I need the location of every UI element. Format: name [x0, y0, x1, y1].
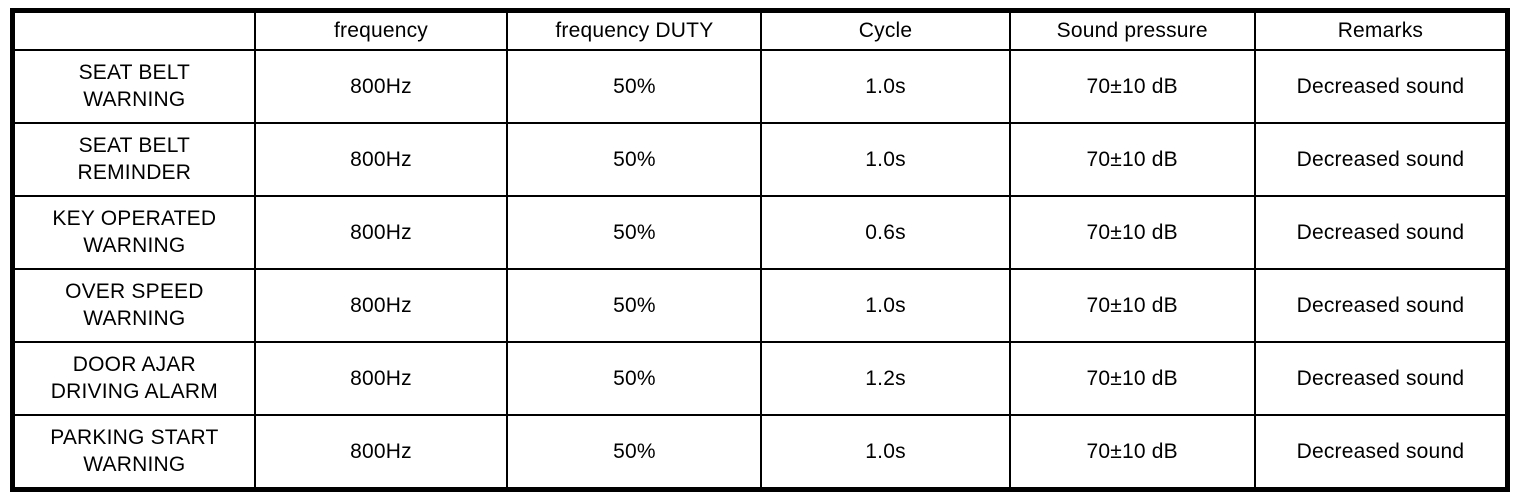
cycle-cell: 1.0s	[760, 122, 1011, 197]
header-row: frequency frequency DUTY Cycle Sound pre…	[11, 9, 1509, 51]
remarks-cell: Decreased sound	[1253, 268, 1509, 343]
sound-pressure-cell: 70±10 dB	[1008, 414, 1256, 491]
cycle-cell: 1.0s	[760, 268, 1011, 343]
frequency-cell: 800Hz	[253, 195, 509, 270]
duty-cell: 50%	[506, 268, 763, 343]
col-header-item	[11, 9, 256, 51]
sound-pressure-cell: 70±10 dB	[1008, 122, 1256, 197]
duty-cell: 50%	[506, 414, 763, 491]
row-label: PARKING START WARNING	[11, 414, 256, 491]
remarks-cell: Decreased sound	[1253, 122, 1509, 197]
duty-cell: 50%	[506, 195, 763, 270]
duty-cell: 50%	[506, 341, 763, 416]
col-header-frequency: frequency	[253, 9, 509, 51]
table-row-door-ajar-driving-alarm: DOOR AJAR DRIVING ALARM 800Hz 50% 1.2s 7…	[11, 341, 1509, 416]
sound-pressure-cell: 70±10 dB	[1008, 341, 1256, 416]
remarks-cell: Decreased sound	[1253, 195, 1509, 270]
cycle-cell: 1.0s	[760, 414, 1011, 491]
cycle-cell: 1.0s	[760, 49, 1011, 124]
table-row-seat-belt-warning: SEAT BELT WARNING 800Hz 50% 1.0s 70±10 d…	[11, 49, 1509, 124]
table-row-seat-belt-reminder: SEAT BELT REMINDER 800Hz 50% 1.0s 70±10 …	[11, 122, 1509, 197]
table-row-parking-start-warning: PARKING START WARNING 800Hz 50% 1.0s 70±…	[11, 414, 1509, 491]
duty-cell: 50%	[506, 122, 763, 197]
remarks-cell: Decreased sound	[1253, 414, 1509, 491]
buzzer-spec-table: frequency frequency DUTY Cycle Sound pre…	[10, 8, 1510, 492]
frequency-cell: 800Hz	[253, 122, 509, 197]
row-label: SEAT BELT REMINDER	[11, 122, 256, 197]
spec-table-container: frequency frequency DUTY Cycle Sound pre…	[10, 8, 1510, 492]
frequency-cell: 800Hz	[253, 414, 509, 491]
remarks-cell: Decreased sound	[1253, 341, 1509, 416]
frequency-cell: 800Hz	[253, 268, 509, 343]
table-row-over-speed-warning: OVER SPEED WARNING 800Hz 50% 1.0s 70±10 …	[11, 268, 1509, 343]
col-header-remarks: Remarks	[1253, 9, 1509, 51]
col-header-cycle: Cycle	[760, 9, 1011, 51]
cycle-cell: 1.2s	[760, 341, 1011, 416]
sound-pressure-cell: 70±10 dB	[1008, 195, 1256, 270]
row-label: OVER SPEED WARNING	[11, 268, 256, 343]
frequency-cell: 800Hz	[253, 49, 509, 124]
table-row-key-operated-warning: KEY OPERATED WARNING 800Hz 50% 0.6s 70±1…	[11, 195, 1509, 270]
frequency-cell: 800Hz	[253, 341, 509, 416]
row-label: KEY OPERATED WARNING	[11, 195, 256, 270]
col-header-frequency-duty: frequency DUTY	[506, 9, 763, 51]
duty-cell: 50%	[506, 49, 763, 124]
col-header-sound-pressure: Sound pressure	[1008, 9, 1256, 51]
row-label: DOOR AJAR DRIVING ALARM	[11, 341, 256, 416]
sound-pressure-cell: 70±10 dB	[1008, 268, 1256, 343]
cycle-cell: 0.6s	[760, 195, 1011, 270]
sound-pressure-cell: 70±10 dB	[1008, 49, 1256, 124]
row-label: SEAT BELT WARNING	[11, 49, 256, 124]
remarks-cell: Decreased sound	[1253, 49, 1509, 124]
